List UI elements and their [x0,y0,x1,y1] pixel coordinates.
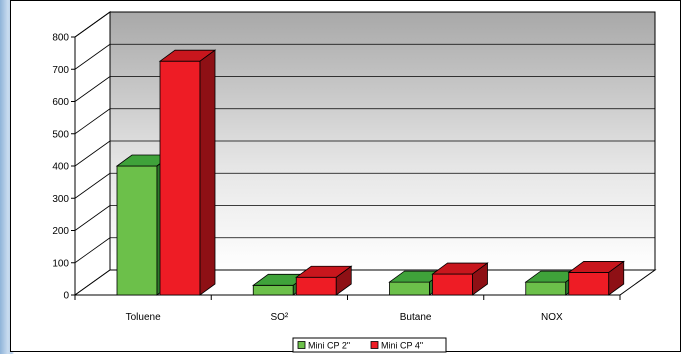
y-tick-label: 500 [52,129,69,140]
y-tick-label: 300 [52,194,69,205]
legend-swatch-series-2 [370,341,379,349]
legend-label-series-2: Mini CP 4" [381,341,423,351]
x-tick-label: Butane [400,312,432,323]
x-tick-label: Toluene [126,312,161,323]
gridline-side [74,108,111,135]
gridline-side [74,11,111,38]
gridline-side [74,43,111,70]
legend-box [292,337,447,353]
legend-swatch-series-1 [297,341,306,349]
bar-side [199,49,216,296]
bar-butane-series-2 [431,262,489,296]
bar-front [252,284,294,296]
gridline-side [74,205,111,231]
bar-front [432,273,473,296]
bar-front [295,276,337,296]
bar-side [472,262,488,296]
gridline-side [74,76,111,102]
bar-toluene-series-2 [158,49,217,296]
gridline-side [74,237,111,264]
bar-front [568,272,610,296]
y-tick-label: 200 [52,226,69,237]
gridline-side [74,140,111,167]
x-tick-label: NOX [541,312,563,323]
y-tick-label: 800 [52,33,69,44]
gridline-side [74,172,111,199]
bar-front [389,281,430,296]
y-tick-label: 100 [52,258,69,269]
bar-so-series-2 [295,265,353,296]
bar-front [159,60,201,296]
bar-front [116,165,158,296]
bar-side [335,265,352,296]
x-tick-label: SO² [270,312,288,323]
y-tick-label: 0 [63,291,69,302]
legend-label-series-1: Mini CP 2" [308,341,350,351]
y-tick-label: 600 [52,97,69,108]
y-tick-label: 700 [52,65,69,76]
bar-front [525,281,567,296]
bar-side [608,260,625,296]
bar-nox-series-2 [567,260,625,296]
y-tick-label: 400 [52,162,69,173]
